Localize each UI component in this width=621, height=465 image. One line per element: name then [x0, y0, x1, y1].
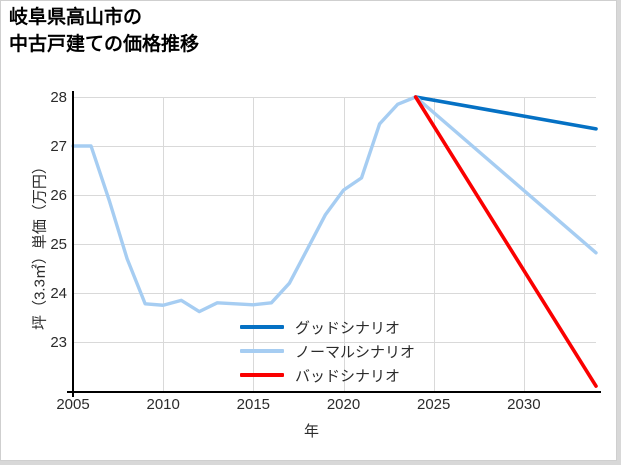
- x-tick-2015: 2015: [236, 396, 271, 413]
- x-tick-2020: 2020: [326, 396, 361, 413]
- legend-swatch-good-icon: [240, 325, 284, 329]
- series-bad: [413, 95, 598, 388]
- series-good: [413, 95, 598, 131]
- page-title: 岐阜県高山市の 中古戸建ての価格推移: [9, 7, 200, 55]
- series-normal: [413, 95, 598, 255]
- x-axis-line: [67, 391, 601, 393]
- legend-label-normal: ノーマルシナリオ: [295, 343, 416, 361]
- x-axis-label: 年: [303, 423, 319, 440]
- series-history: [71, 95, 418, 314]
- legend-item-normal[interactable]: ノーマルシナリオ: [240, 339, 480, 363]
- y-tick-23: 23: [50, 334, 67, 351]
- x-tick-2005: 2005: [56, 396, 90, 413]
- legend-item-good[interactable]: グッドシナリオ: [240, 315, 480, 339]
- legend-label-bad: バッドシナリオ: [295, 367, 401, 385]
- y-axis-label: 坪（3.3㎡）単価（万円）: [31, 159, 49, 330]
- y-tick-24: 24: [50, 285, 67, 302]
- y-tick-25: 25: [50, 236, 67, 253]
- y-tick-27: 27: [50, 138, 67, 155]
- y-tick-26: 26: [50, 187, 67, 204]
- chart-legend: グッドシナリオ ノーマルシナリオ バッドシナリオ: [240, 315, 480, 387]
- x-tick-2025: 2025: [417, 396, 451, 413]
- legend-label-good: グッドシナリオ: [295, 319, 401, 337]
- series-lines: [71, 95, 598, 388]
- legend-swatch-normal-icon: [240, 349, 284, 353]
- y-tick-labels: 23 24 25 26 27 28: [39, 1, 67, 460]
- gridlines: [73, 97, 596, 392]
- legend-swatch-bad-icon: [240, 373, 284, 377]
- y-axis-line: [72, 91, 74, 397]
- legend-item-bad[interactable]: バッドシナリオ: [240, 363, 480, 387]
- x-tick-2030: 2030: [507, 396, 541, 413]
- x-tick-2010: 2010: [146, 396, 180, 413]
- y-tick-28: 28: [50, 89, 67, 106]
- plot-area: [71, 95, 598, 392]
